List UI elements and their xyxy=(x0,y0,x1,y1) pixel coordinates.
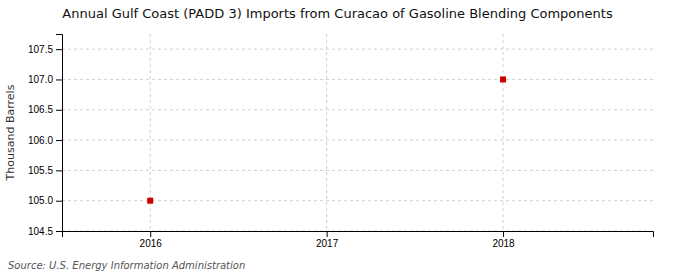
y-tick-label: 106.5 xyxy=(28,104,53,115)
y-tick-mark xyxy=(56,201,62,202)
x-tick-mark xyxy=(150,231,151,237)
y-grid-line xyxy=(62,170,653,171)
x-tick: 2016 xyxy=(140,231,163,249)
x-tick-label: 2018 xyxy=(492,238,515,249)
y-tick: 106.0 xyxy=(28,135,62,146)
y-tick-label: 106.0 xyxy=(28,135,53,146)
y-tick-label: 107.0 xyxy=(28,74,53,85)
x-tick-mark xyxy=(503,231,504,237)
point xyxy=(500,76,506,82)
y-tick-mark xyxy=(56,110,62,111)
y-tick: 104.5 xyxy=(28,226,62,237)
y-tick-label: 104.5 xyxy=(28,226,53,237)
x-tick-label: 2016 xyxy=(140,238,163,249)
y-tick: 107.5 xyxy=(28,44,62,55)
x-tick-mark xyxy=(327,231,328,237)
x-tick: 2018 xyxy=(492,231,515,249)
y-axis: 104.5 105.0 105.5 106.0 106.5 107.0 107.5 xyxy=(28,35,63,237)
y-tick: 105.5 xyxy=(28,165,62,176)
x-tick-label: 2017 xyxy=(316,238,339,249)
y-tick: 106.5 xyxy=(28,104,62,115)
annotation: Source: U.S. Energy Information Administ… xyxy=(8,260,245,271)
y-tick-label: 105.0 xyxy=(28,195,53,206)
x-grid-line xyxy=(326,34,327,231)
point xyxy=(147,198,153,204)
y-grid-line xyxy=(62,109,653,110)
x-axis-line xyxy=(63,232,654,238)
y-tick-mark xyxy=(56,49,62,50)
points xyxy=(147,76,506,203)
title: Annual Gulf Coast (PADD 3) Imports from … xyxy=(62,6,613,21)
y-axis-line xyxy=(56,35,63,232)
y-axis-label: Thousand Barrels xyxy=(4,84,17,181)
plot-area: 2016 2017 2018 104.5 105.0 105.5 106.0 106.5 107… xyxy=(28,34,654,249)
y-tick-mark xyxy=(56,231,62,232)
y-grid-line xyxy=(62,140,653,141)
chart: 2016 2017 2018 104.5 105.0 105.5 106.0 106.5 107… xyxy=(0,0,675,275)
x-grid-line xyxy=(503,34,504,231)
x-axis: 2016 2017 2018 xyxy=(63,231,654,249)
y-tick: 105.0 xyxy=(28,195,62,206)
y-tick-mark xyxy=(56,140,62,141)
grid xyxy=(62,34,653,231)
y-grid-line xyxy=(62,79,653,80)
y-tick-mark xyxy=(56,79,62,80)
y-tick: 107.0 xyxy=(28,74,62,85)
y-tick-label: 105.5 xyxy=(28,165,53,176)
y-tick-mark xyxy=(56,170,62,171)
x-tick: 2017 xyxy=(316,231,339,249)
y-tick-label: 107.5 xyxy=(28,44,53,55)
